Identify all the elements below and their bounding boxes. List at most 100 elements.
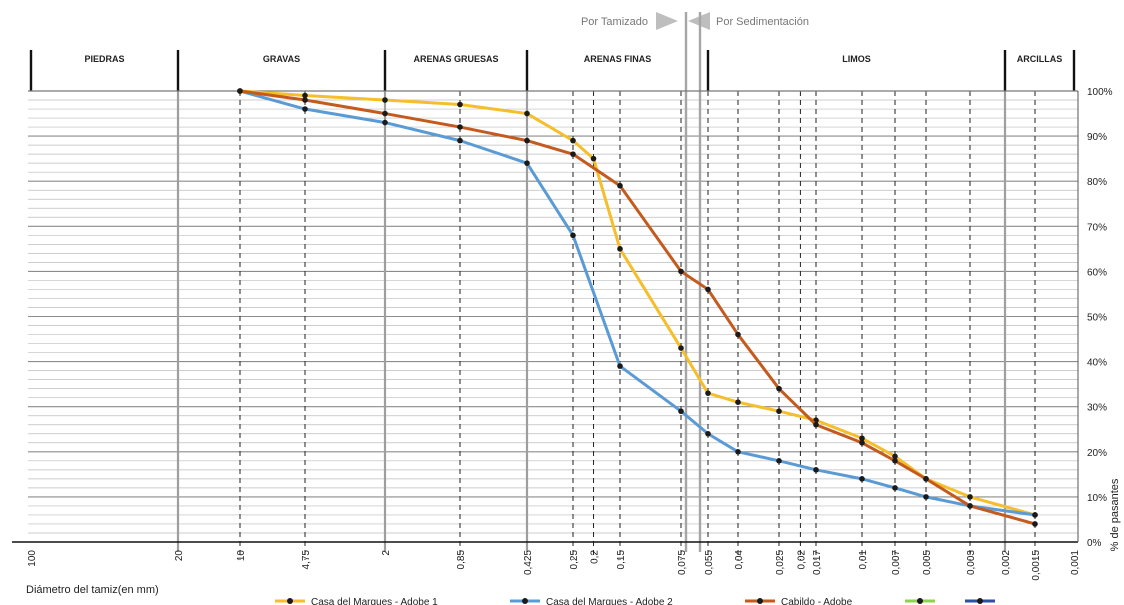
y-tick-label: 30% [1087,403,1107,414]
class-label: ARENAS FINAS [584,54,652,64]
data-point [302,106,308,112]
y-tick-label: 60% [1087,267,1107,278]
x-tick-label: 100 [27,550,38,567]
data-point [735,449,741,455]
legend-label: Casa del Marques - Adobe 2 [546,597,673,605]
x-tick-label: 0,055 [704,550,715,575]
data-point [859,476,865,482]
data-point [776,385,782,392]
x-tick-label: 0,04 [734,550,745,570]
class-label: ARCILLAS [1017,54,1063,64]
y-tick-label: 40% [1087,358,1107,369]
data-point [678,408,684,415]
x-tick-label: 0,075 [677,550,688,575]
x-tick-label: 0,005 [922,550,933,575]
class-label: PIEDRAS [84,54,124,64]
data-point [892,453,898,460]
data-point [678,268,684,275]
data-point [617,182,623,189]
data-point [1032,512,1038,518]
data-point [1032,521,1038,527]
method-header: Por Tamizado Por Sedimentación [581,12,809,30]
data-point [859,439,865,446]
x-axis-ticks: 100 20 10 4,75 2 0,85 0,425 0,25 0,2 0,15 0,075 0,0… [27,550,1081,581]
data-point [457,101,463,108]
y-tick-label: 20% [1087,448,1107,459]
y-tick-label: 50% [1087,313,1107,324]
x-axis-title: Diámetro del tamiz(en mm) [26,584,159,596]
data-point [570,137,576,144]
x-tick-label: 0,85 [456,550,467,570]
legend-swatch-marker [757,598,763,604]
data-point [813,421,819,428]
data-point [570,232,576,239]
x-tick-label: 0,007 [891,550,902,575]
data-point [892,485,898,491]
data-point [590,155,597,162]
x-tick-label: 0,0015 [1031,550,1042,581]
x-tick-label: 0,25 [569,550,580,570]
x-tick-label: 0,001 [1070,550,1081,575]
data-point [923,476,929,482]
data-point [302,92,308,99]
data-point [617,246,623,252]
x-tick-label: 0,025 [775,550,786,575]
sieve-lines [239,91,1036,560]
data-point [382,97,388,103]
y-tick-label: 0% [1087,538,1102,549]
y-tick-label: 80% [1087,177,1107,188]
y-axis-title: % de pasantes [1109,478,1121,551]
y-tick-label: 100% [1087,87,1113,98]
y-tick-label: 70% [1087,222,1107,233]
data-point [776,458,782,464]
data-point [923,494,929,500]
arrow-right-icon [656,12,678,30]
x-tick-label: 0,003 [966,550,977,575]
x-tick-label: 0,002 [1001,550,1012,575]
method-label-tamizado: Por Tamizado [581,16,648,28]
x-tick-label: 0,15 [616,550,627,570]
x-tick-label: 0,017 [812,550,823,575]
data-point [967,494,973,500]
data-point [705,390,711,396]
data-point [967,503,973,509]
legend-swatch-marker [522,598,528,604]
x-tick-label: 0,02 [796,550,807,570]
data-point [859,435,865,442]
data-point [892,458,898,464]
legend-swatch-marker [917,598,923,604]
data-point [302,97,308,103]
data-point [570,151,576,157]
legend: Casa del Marques - Adobe 1 Casa del Marqu… [275,597,995,605]
legend-swatch-marker [977,598,983,604]
x-tick-label: 2 [381,550,392,556]
class-label: GRAVAS [263,54,300,64]
data-point [735,399,741,405]
data-point [237,88,243,94]
data-point [813,467,819,473]
data-point [382,119,388,126]
data-point [382,110,388,117]
plot-frame [12,90,1079,543]
legend-label: Casa del Marques - Adobe 1 [311,597,438,605]
soil-class-bands: PIEDRAS GRAVAS ARENAS GRUESAS ARENAS FINAS L… [29,12,1076,552]
series-line [239,89,1036,517]
data-point [457,137,463,144]
x-tick-label: 4,75 [301,550,312,570]
data-point [705,286,711,293]
y-tick-label: 90% [1087,132,1107,143]
data-point [617,363,623,369]
data-point [705,430,711,437]
data-point [776,408,782,415]
legend-swatch-marker [287,598,293,604]
x-tick-label: 10 [236,550,247,562]
data-point [524,160,530,166]
class-label: LIMOS [842,54,871,64]
y-tick-label: 10% [1087,493,1107,504]
method-label-sedimentacion: Por Sedimentación [716,16,809,28]
grid-lines [28,90,1078,543]
x-tick-label: 0,425 [523,550,534,575]
data-point [524,110,530,117]
class-label: ARENAS GRUESAS [413,54,498,64]
